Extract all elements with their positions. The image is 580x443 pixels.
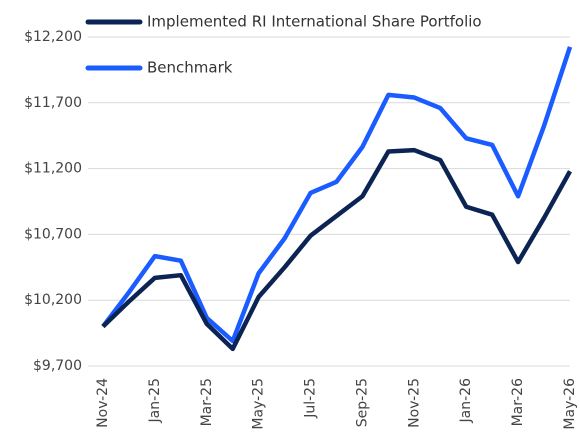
x-tick-label: Jan-25 (147, 378, 163, 423)
x-tick-label: Nov-25 (406, 378, 422, 428)
legend-label: Implemented RI International Share Portf… (147, 13, 482, 31)
legend-label: Benchmark (147, 59, 233, 77)
x-tick-label: Mar-25 (199, 378, 215, 426)
x-tick-label: Jan-26 (458, 378, 474, 424)
y-tick-label: $10,700 (24, 226, 82, 242)
x-tick-label: Jul-25 (303, 378, 319, 419)
x-tick-label: May-25 (251, 378, 267, 430)
y-tick-label: $9,700 (33, 358, 82, 374)
y-tick-label: $12,200 (24, 29, 82, 45)
x-tick-label: Sep-25 (354, 378, 370, 427)
series-line (101, 147, 572, 352)
x-tick-label: Nov-24 (95, 378, 111, 428)
y-tick-label: $11,200 (24, 161, 82, 177)
x-tick-label: May-26 (562, 378, 578, 430)
y-tick-label: $11,700 (24, 95, 82, 111)
legend: Implemented RI International Share Portf… (85, 13, 482, 77)
x-tick-label: Mar-26 (510, 378, 526, 426)
series-line (101, 46, 573, 344)
y-tick-label: $10,200 (24, 292, 82, 308)
